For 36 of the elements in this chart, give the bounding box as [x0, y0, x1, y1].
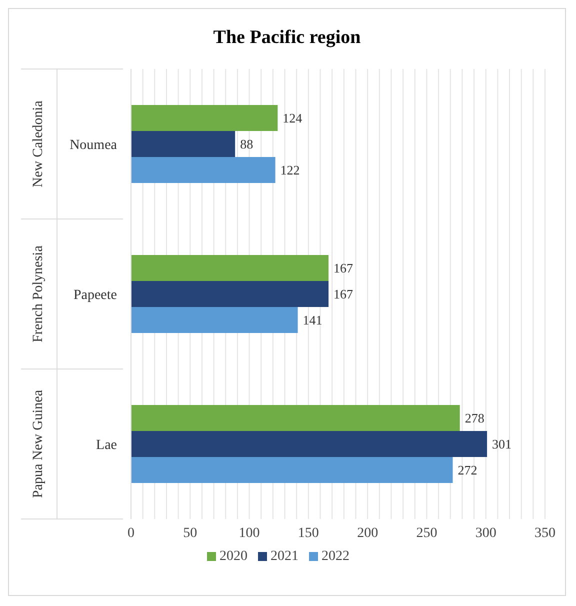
legend-label: 2020	[220, 549, 248, 564]
legend-label: 2021	[270, 549, 298, 564]
text: Papua New Guinea	[31, 389, 46, 498]
y-tick-label: Lae	[96, 438, 117, 453]
x-tick-label: 100	[238, 526, 260, 541]
y-tick-label: Noumea	[70, 138, 118, 153]
x-tick-label: 50	[183, 526, 198, 541]
x-tick-label: 150	[298, 526, 319, 541]
legend-label: 2022	[322, 549, 350, 564]
bar	[131, 431, 488, 457]
x-tick-label: 250	[416, 526, 438, 541]
text: French Polynesia	[31, 244, 46, 342]
bar	[131, 281, 329, 307]
y-tick-label: Papeete	[73, 288, 117, 303]
bar	[131, 105, 278, 131]
bar	[131, 307, 298, 333]
data-label: 122	[280, 162, 300, 178]
data-label: 124	[282, 110, 303, 126]
chart-title: The Pacific region	[212, 27, 362, 49]
bar	[131, 255, 329, 281]
data-label: 167	[334, 260, 354, 276]
data-label: 278	[464, 410, 484, 426]
bar	[131, 157, 276, 183]
data-label: 167	[334, 286, 354, 302]
bar	[131, 457, 453, 483]
x-tick-label: 200	[357, 526, 378, 541]
data-label: 141	[302, 312, 322, 328]
x-tick-label: 350	[534, 526, 556, 541]
x-tick-label: 0	[128, 526, 134, 541]
bar	[131, 131, 236, 157]
x-tick-label: 300	[475, 526, 496, 541]
text: New Caledonia	[31, 100, 46, 188]
bar	[131, 405, 460, 431]
data-label: 272	[458, 462, 478, 478]
data-label: 301	[492, 436, 512, 452]
data-label: 88	[240, 136, 254, 152]
